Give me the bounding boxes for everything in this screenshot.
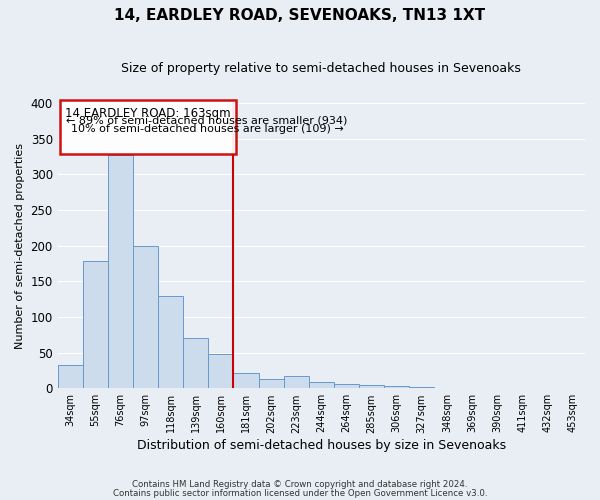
Text: 14, EARDLEY ROAD, SEVENOAKS, TN13 1XT: 14, EARDLEY ROAD, SEVENOAKS, TN13 1XT xyxy=(115,8,485,22)
Bar xyxy=(259,379,284,388)
Text: 14 EARDLEY ROAD: 163sqm: 14 EARDLEY ROAD: 163sqm xyxy=(65,108,231,120)
Bar xyxy=(233,374,259,388)
Text: Contains public sector information licensed under the Open Government Licence v3: Contains public sector information licen… xyxy=(113,489,487,498)
Bar xyxy=(208,354,233,388)
Bar xyxy=(359,386,384,388)
Bar xyxy=(108,155,133,388)
Title: Size of property relative to semi-detached houses in Sevenoaks: Size of property relative to semi-detach… xyxy=(121,62,521,76)
Bar xyxy=(409,387,434,388)
FancyBboxPatch shape xyxy=(61,100,236,154)
Bar xyxy=(83,262,108,388)
Bar xyxy=(158,296,183,388)
Bar xyxy=(183,338,208,388)
Text: ← 89% of semi-detached houses are smaller (934): ← 89% of semi-detached houses are smalle… xyxy=(65,116,347,126)
Bar xyxy=(133,246,158,388)
Text: Contains HM Land Registry data © Crown copyright and database right 2024.: Contains HM Land Registry data © Crown c… xyxy=(132,480,468,489)
Bar xyxy=(384,386,409,388)
Text: 10% of semi-detached houses are larger (109) →: 10% of semi-detached houses are larger (… xyxy=(71,124,344,134)
Bar xyxy=(309,382,334,388)
Bar xyxy=(284,376,309,388)
X-axis label: Distribution of semi-detached houses by size in Sevenoaks: Distribution of semi-detached houses by … xyxy=(137,440,506,452)
Bar xyxy=(334,384,359,388)
Y-axis label: Number of semi-detached properties: Number of semi-detached properties xyxy=(15,142,25,348)
Bar xyxy=(58,366,83,388)
